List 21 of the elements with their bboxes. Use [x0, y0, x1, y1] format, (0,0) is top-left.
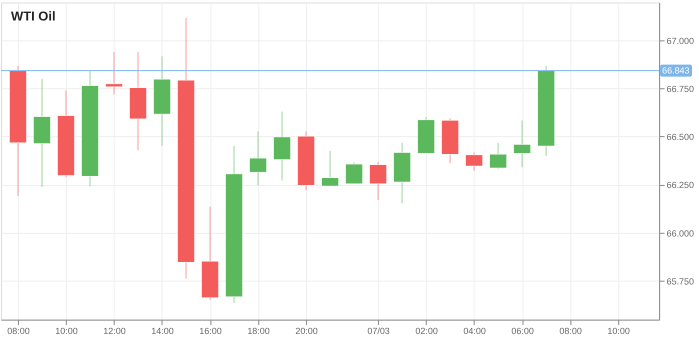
x-tick-label: 02:00	[415, 326, 438, 336]
y-tick-label: 66.000	[666, 228, 694, 238]
x-tick-label: 08:00	[7, 326, 30, 336]
x-tick-label: 10:00	[607, 326, 630, 336]
y-tick-label: 66.250	[666, 180, 694, 190]
x-tick-label: 12:00	[103, 326, 126, 336]
y-tick-label: 66.750	[666, 84, 694, 94]
x-tick-label: 18:00	[247, 326, 270, 336]
x-tick-label: 04:00	[463, 326, 486, 336]
x-tick-label: 14:00	[151, 326, 174, 336]
y-tick-label: 65.750	[666, 276, 694, 286]
ref-line-label: 66.843	[662, 66, 690, 76]
text: WTI Oil	[10, 8, 56, 24]
x-tick-label: 10:00	[55, 326, 78, 336]
x-tick-label: 16:00	[199, 326, 222, 336]
x-tick-label: 08:00	[559, 326, 582, 336]
y-tick-label: 66.500	[666, 132, 694, 142]
x-tick-label: 06:00	[511, 326, 534, 336]
y-tick-label: 67.000	[666, 36, 694, 46]
x-tick-label: 20:00	[295, 326, 318, 336]
x-tick-label: 07/03	[367, 326, 390, 336]
